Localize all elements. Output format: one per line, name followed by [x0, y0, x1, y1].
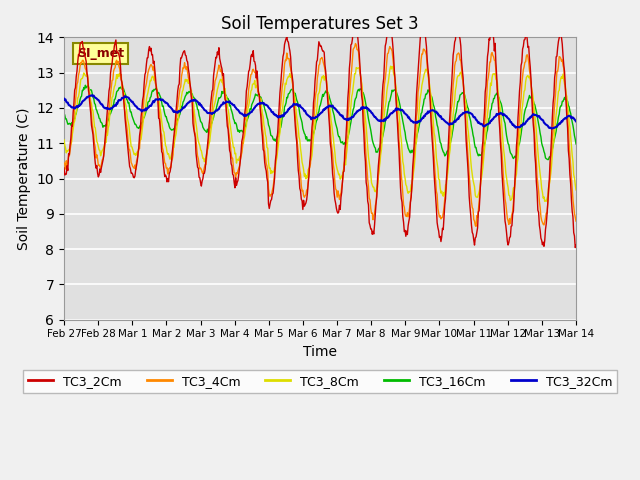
Legend: TC3_2Cm, TC3_4Cm, TC3_8Cm, TC3_16Cm, TC3_32Cm: TC3_2Cm, TC3_4Cm, TC3_8Cm, TC3_16Cm, TC3…	[23, 370, 617, 393]
Y-axis label: Soil Temperature (C): Soil Temperature (C)	[17, 108, 31, 250]
Title: Soil Temperatures Set 3: Soil Temperatures Set 3	[221, 15, 419, 33]
X-axis label: Time: Time	[303, 345, 337, 359]
Text: SI_met: SI_met	[77, 47, 124, 60]
